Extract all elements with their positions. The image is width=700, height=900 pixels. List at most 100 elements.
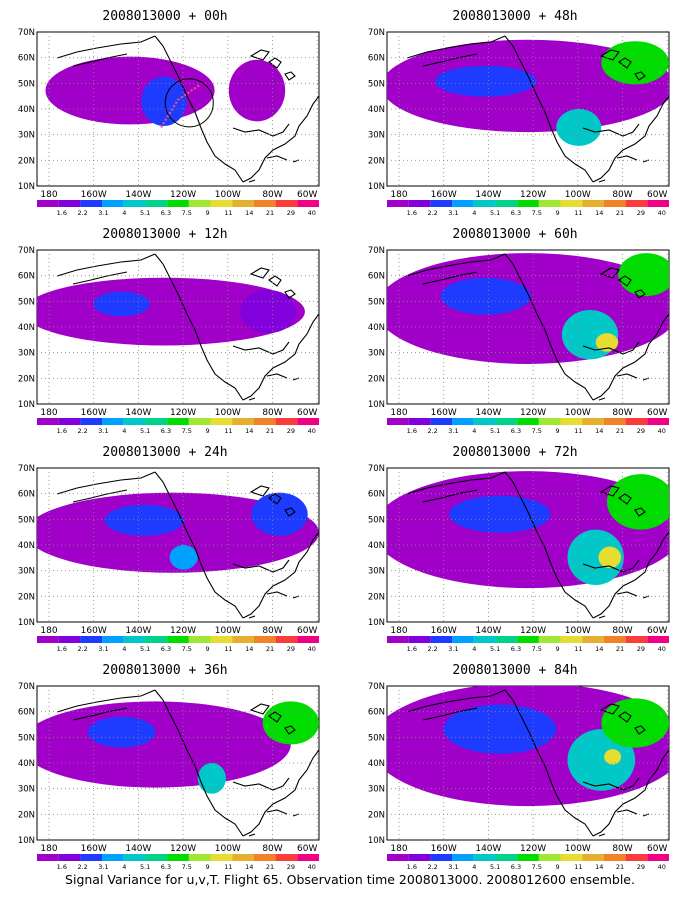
panel-title: 2008013000 + 48h <box>452 9 578 24</box>
colorbar-swatch <box>625 854 648 861</box>
lat-tick-label: 30N <box>18 785 35 795</box>
colorbar-swatch <box>232 636 254 643</box>
colorbar-label: 5.1 <box>140 645 150 653</box>
lon-tick-label: 80W <box>612 844 632 854</box>
colorbar-label: 6.3 <box>161 427 171 435</box>
colorbar-label: 3.1 <box>98 427 108 435</box>
colorbar-label: 14 <box>595 209 603 217</box>
colorbar-swatch <box>647 418 669 425</box>
colorbar-label: 9 <box>556 427 560 435</box>
lon-tick-label: 80W <box>262 844 282 854</box>
map-frame: 70N 60N 50N 40N 30N 20N 10N 180 160W 140W 120W 100W… <box>18 28 320 217</box>
colorbar-label: 2.2 <box>77 863 87 871</box>
colorbar-swatch <box>473 418 496 425</box>
colorbar-swatch <box>80 418 103 425</box>
map-frame: 70N 60N 50N 40N 30N 20N 10N 180 160W 140W 120W 100W… <box>368 464 670 653</box>
colorbar-swatch <box>232 418 254 425</box>
lon-tick-label: 140W <box>475 626 501 636</box>
lat-tick-label: 30N <box>368 349 385 359</box>
map-svg: 70N 60N 50N 40N 30N 20N 10N 180 160W 140W 120W 100W… <box>18 246 320 435</box>
map-frame: 70N 60N 50N 40N 30N 20N 10N 180 160W 140W 120W 100W… <box>368 246 670 435</box>
colorbar-swatch <box>188 418 211 425</box>
lon-tick-label: 140W <box>475 190 501 200</box>
lon-tick-label: 160W <box>431 844 457 854</box>
colorbar-label: 1.6 <box>407 645 417 653</box>
colorbar-label: 1.6 <box>57 863 67 871</box>
colorbar-label: 4 <box>472 645 476 653</box>
colorbar-label: 5.1 <box>490 645 500 653</box>
colorbar-swatch <box>297 854 319 861</box>
lon-tick-label: 120W <box>170 408 196 418</box>
coastline <box>248 373 300 401</box>
lat-tick-label: 40N <box>368 541 385 551</box>
lon-tick-label: 60W <box>647 190 667 200</box>
colorbar-label: 21 <box>616 427 624 435</box>
lon-tick-label: 80W <box>262 408 282 418</box>
colorbar-label: 29 <box>637 645 645 653</box>
colorbar-swatch <box>473 636 496 643</box>
coastline <box>599 267 646 299</box>
colorbar-swatch <box>58 418 81 425</box>
lon-tick-label: 180 <box>390 844 407 854</box>
variance-contour <box>45 56 215 125</box>
lon-tick-label: 100W <box>215 190 241 200</box>
lat-tick-label: 50N <box>368 297 385 307</box>
colorbar-label: 5.1 <box>490 427 500 435</box>
colorbar-swatch <box>167 200 189 207</box>
lat-tick-label: 50N <box>18 733 35 743</box>
coastline <box>56 471 156 503</box>
colorbar-swatch <box>452 200 474 207</box>
lon-tick-label: 120W <box>520 408 546 418</box>
coastline <box>599 485 646 517</box>
lon-tick-label: 60W <box>297 190 317 200</box>
colorbar-label: 1.6 <box>407 209 417 217</box>
lat-tick-label: 40N <box>18 323 35 333</box>
colorbar-label: 4 <box>122 863 126 871</box>
lon-tick-label: 180 <box>40 844 57 854</box>
variance-field <box>387 686 669 837</box>
colorbar-swatch <box>188 854 211 861</box>
lon-tick-label: 60W <box>297 626 317 636</box>
colorbar-swatch <box>102 636 124 643</box>
colorbar-swatch <box>582 200 604 207</box>
lon-tick-label: 120W <box>520 190 546 200</box>
lon-tick-label: 120W <box>170 190 196 200</box>
lat-tick-label: 20N <box>18 156 35 166</box>
colorbar-swatch <box>253 200 276 207</box>
colorbar-label: 40 <box>308 645 316 653</box>
colorbar-swatch <box>452 418 474 425</box>
lon-tick-label: 60W <box>647 408 667 418</box>
variance-contour <box>443 704 557 754</box>
variance-contour <box>93 291 150 317</box>
coastline <box>504 471 669 619</box>
colorbar-label: 1.6 <box>407 863 417 871</box>
colorbar-swatch <box>430 636 453 643</box>
lat-tick-label: 40N <box>18 105 35 115</box>
lat-tick-label: 50N <box>18 515 35 525</box>
lat-tick-label: 10N <box>18 400 35 410</box>
colorbar-swatch <box>102 200 124 207</box>
panel-title: 2008013000 + 60h <box>452 227 578 242</box>
colorbar-swatch <box>275 636 298 643</box>
colorbar-label: 29 <box>287 645 295 653</box>
coastline <box>249 485 296 517</box>
flight-track <box>160 83 202 129</box>
colorbar-swatch <box>102 418 124 425</box>
colorbar-swatch <box>210 200 233 207</box>
colorbar-label: 6.3 <box>511 209 521 217</box>
variance-contour <box>601 698 669 748</box>
coastline <box>248 591 300 619</box>
colorbar-label: 11 <box>224 863 232 871</box>
colorbar-label: 29 <box>637 863 645 871</box>
lat-tick-label: 50N <box>18 79 35 89</box>
colorbar-swatch <box>297 418 319 425</box>
lon-tick-label: 160W <box>81 844 107 854</box>
coastline <box>56 253 156 285</box>
map-panel-24h: 2008013000 + 24h 70N 60N 50N 40N 30N 20N 10N 180… <box>5 444 325 658</box>
colorbar-swatch <box>560 418 583 425</box>
colorbar-label: 40 <box>308 863 316 871</box>
colorbar-swatch <box>58 636 81 643</box>
colorbar: 1.6 2.2 3.1 4 5.1 6.3 7.5 9 11 14 21 29 40 <box>387 418 669 435</box>
panel-title: 2008013000 + 36h <box>102 663 228 678</box>
colorbar-label: 4 <box>472 209 476 217</box>
